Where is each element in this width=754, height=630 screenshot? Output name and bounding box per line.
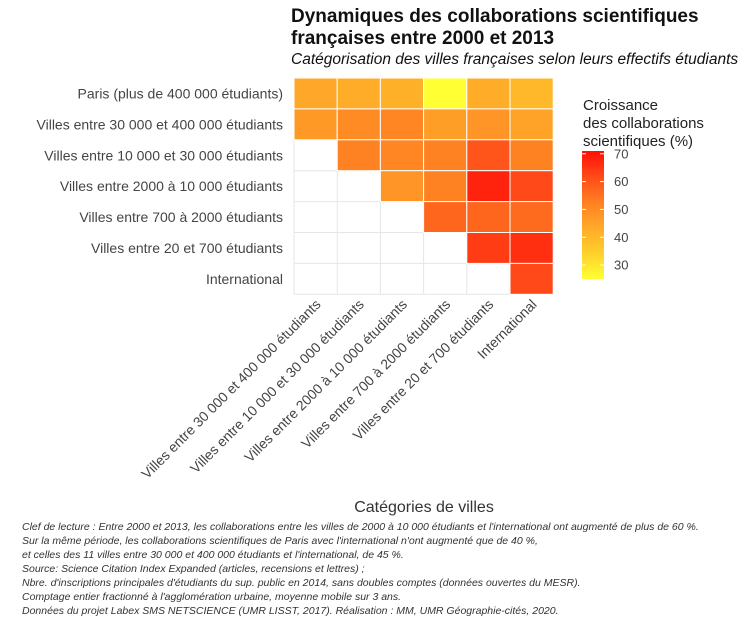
row-labels: Paris (plus de 400 000 étudiants) Villes … xyxy=(37,85,283,286)
heatmap-cell xyxy=(466,201,511,234)
heatmap-cell xyxy=(509,139,554,172)
heatmap-cells xyxy=(293,77,554,295)
caption-line: Sur la même période, les collaborations … xyxy=(22,535,538,547)
heatmap-cell xyxy=(423,108,468,141)
color-legend: Croissance des collaborations scientifiq… xyxy=(582,97,704,279)
row-label: International xyxy=(206,271,283,287)
heatmap-cell xyxy=(423,201,468,234)
heatmap-cell xyxy=(423,170,468,203)
column-labels: Villes entre 30 000 et 400 000 étudiants… xyxy=(138,296,540,482)
chart-title-line-1: Dynamiques des collaborations scientifiq… xyxy=(291,6,699,27)
chart-title-line-2: françaises entre 2000 et 2013 xyxy=(291,28,555,49)
row-label: Villes entre 30 000 et 400 000 étudiants xyxy=(37,116,283,132)
heatmap-cell xyxy=(293,77,338,110)
x-axis-title: Catégories de villes xyxy=(354,499,494,516)
heatmap-cell xyxy=(466,108,511,141)
row-label: Paris (plus de 400 000 étudiants) xyxy=(78,85,283,101)
legend-tick-label: 60 xyxy=(614,174,628,189)
legend-title-line: des collaborations xyxy=(583,115,704,132)
legend-colorbar xyxy=(582,151,604,279)
heatmap-cell xyxy=(466,77,511,110)
chart-title: Dynamiques des collaborations scientifiq… xyxy=(291,6,751,50)
heatmap-cell xyxy=(293,108,338,141)
legend-title-line: Croissance xyxy=(583,97,658,114)
heatmap-cell xyxy=(423,77,468,110)
column-label: Villes entre 10 000 et 30 000 étudiants xyxy=(187,296,367,476)
legend-title-line: scientifiques (%) xyxy=(583,133,693,150)
heatmap-cell xyxy=(336,108,381,141)
heatmap-cell xyxy=(379,77,425,110)
heatmap-cell xyxy=(423,139,468,172)
row-label: Villes entre 10 000 et 30 000 étudiants xyxy=(44,147,283,163)
heatmap-cell xyxy=(509,170,554,203)
heatmap-cell xyxy=(509,232,554,264)
caption-line: Comptage entier fractionné à l'aggloméra… xyxy=(22,591,402,603)
legend-tick-label: 30 xyxy=(614,258,628,273)
caption-line: Clef de lecture : Entre 2000 et 2013, le… xyxy=(22,521,699,533)
heatmap-cell xyxy=(509,201,554,234)
heatmap-cell xyxy=(336,139,381,172)
legend-tick-label: 40 xyxy=(614,230,628,245)
column-label: Villes entre 30 000 et 400 000 étudiants xyxy=(138,296,324,482)
caption: Clef de lecture : Entre 2000 et 2013, le… xyxy=(22,520,752,618)
row-label: Villes entre 20 et 700 étudiants xyxy=(91,240,283,256)
heatmap-cell xyxy=(509,77,554,110)
row-label: Villes entre 2000 à 10 000 étudiants xyxy=(60,178,283,194)
heatmap-cell xyxy=(379,170,425,203)
heatmap-cell xyxy=(509,262,554,295)
heatmap-cell xyxy=(509,108,554,141)
row-label: Villes entre 700 à 2000 étudiants xyxy=(79,209,283,225)
caption-line: Données du projet Labex SMS NETSCIENCE (… xyxy=(22,605,559,617)
heatmap-cell xyxy=(336,77,381,110)
heatmap-cell xyxy=(466,139,511,172)
chart-subtitle: Catégorisation des villes françaises sel… xyxy=(291,51,739,68)
column-label: Villes entre 2000 à 10 000 étudiants xyxy=(241,296,410,465)
legend-tick-label: 70 xyxy=(614,146,628,161)
heatmap-cell xyxy=(466,170,511,203)
legend-tick-label: 50 xyxy=(614,202,628,217)
caption-line: Source: Science Citation Index Expanded … xyxy=(22,563,365,575)
heatmap-cell xyxy=(379,139,425,172)
heatmap-cell xyxy=(466,232,511,264)
caption-line: et celles des 11 villes entre 30 000 et … xyxy=(22,549,404,561)
heatmap-cell xyxy=(379,108,425,141)
caption-line: Nbre. d'inscriptions principales d'étudi… xyxy=(22,577,581,589)
